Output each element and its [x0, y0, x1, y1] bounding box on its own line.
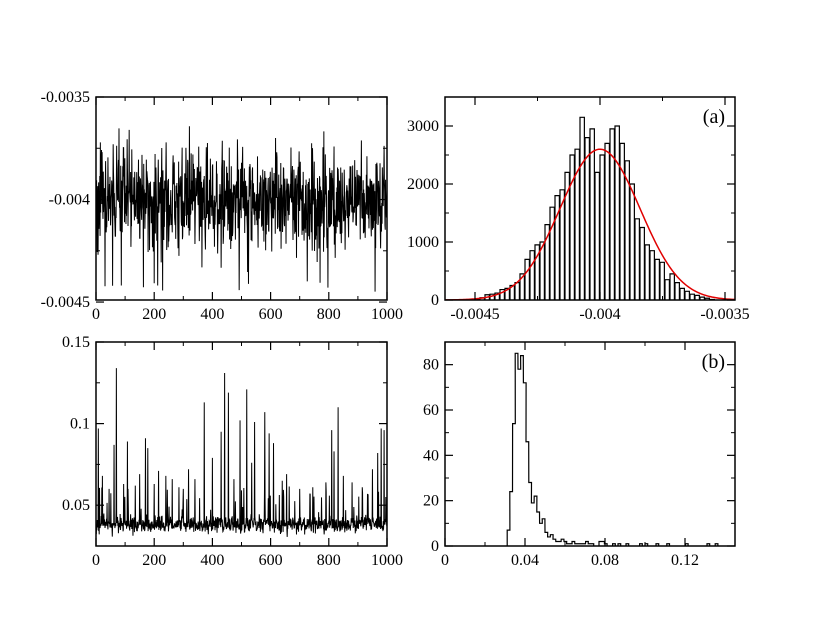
series-line	[96, 126, 387, 292]
x-tick-label: -0.0035	[700, 306, 749, 323]
y-tick-label: 0.15	[62, 334, 90, 351]
trace-b-panel: 0 200 400 600 800 1000 0.05 0.1 0.15	[62, 334, 403, 569]
y-tick-label: 0	[431, 538, 439, 555]
x-tick-label: 0.12	[671, 552, 699, 569]
x-tick-label: 0	[92, 552, 100, 569]
gaussian-fit-curve	[445, 148, 735, 300]
x-tick-label: 400	[200, 306, 224, 323]
x-tick-label: 0.08	[591, 552, 619, 569]
panel-label: (a)	[703, 106, 725, 128]
x-tick-label: 0	[92, 306, 100, 323]
y-tick-label: 2000	[407, 176, 439, 193]
y-tick-label: 3000	[407, 118, 439, 135]
trace-a-panel: 0 200 400 600 800 1000 -0.0045 -0.004 -0.0035	[41, 89, 403, 323]
x-tick-label: 600	[259, 552, 283, 569]
y-tick-label: 1000	[407, 234, 439, 251]
x-tick-label: 0.04	[511, 552, 539, 569]
x-tick-label: 600	[259, 306, 283, 323]
x-tick-label: 1000	[371, 306, 403, 323]
plot-area	[506, 352, 719, 546]
y-tick-label: 20	[423, 493, 439, 510]
y-tick-label: 0.05	[62, 497, 90, 514]
y-tick-label: -0.0035	[41, 89, 90, 106]
y-tick-label: 0	[431, 292, 439, 309]
y-tick-label: 80	[423, 357, 439, 374]
x-tick-label: 200	[142, 552, 166, 569]
x-tick-label: 400	[200, 552, 224, 569]
y-tick-label: 40	[423, 447, 439, 464]
plot-area	[445, 116, 735, 300]
x-tick-label: -0.0045	[450, 306, 499, 323]
plot-area	[96, 368, 387, 537]
y-tick-label: 0.1	[70, 416, 90, 433]
histogram-steps	[474, 116, 715, 300]
y-tick-label: -0.004	[49, 192, 90, 209]
panel-label: (b)	[702, 351, 725, 373]
x-tick-label: 200	[142, 306, 166, 323]
histogram-a-panel: -0.0045 -0.004 -0.0035 0 1000 2000 3000 (a)	[407, 96, 750, 323]
plot-frame	[444, 96, 736, 301]
series-line	[96, 368, 387, 537]
histogram-b-panel: 0 0.04 0.08 0.12 0 20 40 60 80 (b)	[423, 341, 736, 569]
x-tick-label: 0	[441, 552, 449, 569]
x-tick-label: 800	[317, 552, 341, 569]
plot-area	[96, 126, 387, 292]
x-tick-label: -0.004	[579, 306, 620, 323]
y-tick-label: -0.0045	[41, 294, 90, 311]
y-tick-label: 60	[423, 402, 439, 419]
plot-frame	[444, 341, 736, 547]
x-tick-label: 800	[317, 306, 341, 323]
histogram-steps	[506, 352, 719, 546]
x-tick-label: 1000	[371, 552, 403, 569]
